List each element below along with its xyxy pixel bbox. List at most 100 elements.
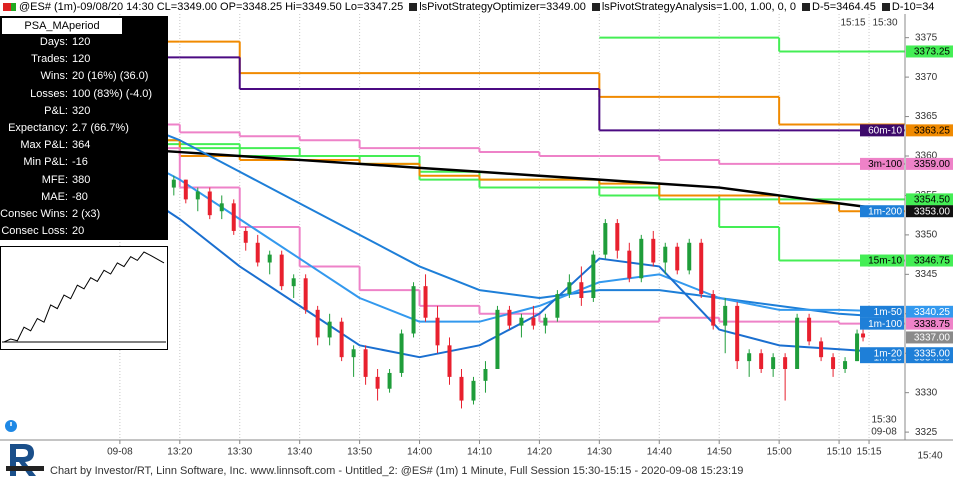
y-tick-label: 3350 <box>915 230 938 241</box>
logo[interactable] <box>2 440 48 480</box>
price-tag-label: 3354.50 <box>914 195 951 206</box>
corner-label: 15:15 <box>840 18 865 29</box>
equity-frame <box>0 246 168 350</box>
candle-body <box>855 333 860 362</box>
axes: 3325333033353340334533503355336033653370… <box>107 18 943 462</box>
stats-value: 380 <box>72 173 91 186</box>
corner-label: 15:40 <box>917 451 942 462</box>
candle-body <box>567 282 572 295</box>
stats-row: Losses: 100 (83%) (-4.0) <box>0 86 168 103</box>
candle-body <box>471 380 476 401</box>
header-item: D-10=34 <box>891 1 935 13</box>
candle-body <box>387 372 392 389</box>
candle-body <box>339 321 344 358</box>
stats-row: Consec Loss: 20 <box>0 223 168 240</box>
stats-row: MAE: -80 <box>0 189 168 206</box>
candle-body <box>723 305 728 326</box>
x-tick-label: 13:30 <box>227 447 252 458</box>
candle-body <box>399 333 404 373</box>
candle-body <box>483 369 488 381</box>
candle-body <box>735 305 740 362</box>
logo-letter <box>10 444 36 476</box>
candle-body <box>459 376 464 401</box>
stats-row: MFE: 380 <box>0 172 168 189</box>
y-tick-label: 3360 <box>915 151 938 162</box>
y-tick-label: 3370 <box>915 72 938 83</box>
stats-label: MFE: <box>41 173 68 186</box>
candle-body <box>807 317 812 342</box>
line-name-label: 15m-10 <box>868 256 902 267</box>
candle-body <box>627 250 632 279</box>
y-tick-label: 3365 <box>915 111 938 122</box>
candle-body <box>243 230 248 243</box>
price-tag-label: 3346.75 <box>914 256 951 267</box>
header-icon <box>881 3 890 11</box>
stats-label: Trades: <box>31 53 68 66</box>
stats-row: Wins: 20 (16%) (36.0) <box>0 68 168 85</box>
line-name-tag <box>860 317 904 330</box>
stats-label: Losses: <box>30 87 68 100</box>
candle-body <box>603 223 608 255</box>
price-tag <box>906 317 953 330</box>
candle-body <box>255 242 260 263</box>
stats-value: 2.7 (66.7%) <box>72 121 129 134</box>
stats-panel: PSA_MAperiod Days: 120 Trades: 120 Wins: 20 (… <box>0 16 168 240</box>
candle-body <box>555 294 560 318</box>
candle-body <box>519 317 524 326</box>
top-bar: @ES# (1m)-09/08/20 14:30 CL=3349.00 OP=3… <box>0 0 953 14</box>
stats-row: Min P&L: -16 <box>0 154 168 171</box>
stats-row: Days: 120 <box>0 34 168 51</box>
candle-body <box>711 294 716 326</box>
price-tag <box>906 254 953 267</box>
line-name-tag <box>860 305 904 318</box>
corner-label: 15:30 <box>872 18 897 29</box>
header-item: lsPivotStrategyOptimizer=3349.00 <box>419 1 586 13</box>
footer: Chart by Investor/RT, Linn Software, Inc… <box>50 465 744 477</box>
candle-body <box>687 242 692 271</box>
candle-body <box>231 203 236 231</box>
stats-row: Max P&L: 364 <box>0 137 168 154</box>
candle-body <box>615 223 620 251</box>
header-item: lsPivotStrategyAnalysis=1.00, 1.00, 0, 0 <box>601 1 796 13</box>
candle-body <box>651 238 656 263</box>
x-tick-label: 13:20 <box>167 447 192 458</box>
candle-body <box>507 309 512 326</box>
header-item: D-5=3464.45 <box>812 1 876 13</box>
stats-value: -16 <box>72 156 88 169</box>
candle-body <box>495 309 500 369</box>
line-name-tag <box>860 157 904 170</box>
stats-label: P&L: <box>44 104 68 117</box>
corner-label: 15:30 <box>871 415 896 426</box>
y-tick-label: 3375 <box>915 32 938 43</box>
price-tag <box>906 124 953 137</box>
candle-body <box>219 203 224 212</box>
x-tick-label: 15:00 <box>767 447 792 458</box>
x-tick-label: 13:50 <box>347 447 372 458</box>
price-tag <box>906 205 953 218</box>
candle-body <box>831 357 836 369</box>
x-tick-label: 14:50 <box>707 447 732 458</box>
price-tag-label: 3340.25 <box>914 307 951 318</box>
candle-body <box>351 349 356 358</box>
panel-title: PSA_MAperiod <box>2 18 122 34</box>
price-tags: 3373.25 60m-10 3363.25 3m-100 3359.00 3354.50… <box>860 45 953 363</box>
price-tag-label: 3359.00 <box>914 159 951 170</box>
line-name-label: 1m-20 <box>874 348 903 359</box>
stats-value: 20 <box>72 225 85 238</box>
candle-body <box>795 317 800 369</box>
line-name-label: 1m-50 <box>874 307 903 318</box>
price-tag <box>906 347 953 360</box>
candle-body <box>675 246 680 271</box>
candle-body <box>771 357 776 369</box>
y-tick-label: 3330 <box>915 387 938 398</box>
candle-body <box>759 353 764 369</box>
candle-body <box>591 254 596 298</box>
x-tick-label: 13:40 <box>287 447 312 458</box>
x-tick-label: 14:40 <box>647 447 672 458</box>
candle-body <box>303 278 308 310</box>
price-tag-label: 3337.00 <box>914 333 951 344</box>
price-tag-label: 3335.00 <box>914 348 951 359</box>
candle-body <box>843 361 848 369</box>
line-name-tag <box>860 254 904 267</box>
